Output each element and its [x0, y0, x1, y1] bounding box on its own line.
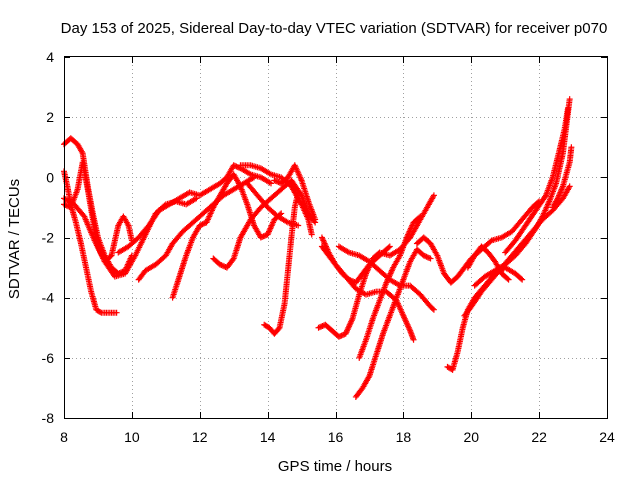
- data-point: [260, 233, 267, 240]
- series-arc-25: [549, 144, 575, 211]
- chart-title: Day 153 of 2025, Sidereal Day-to-day VTE…: [61, 20, 608, 37]
- data-point: [312, 216, 319, 223]
- y-tick-label: -6: [42, 350, 55, 366]
- x-tick-label: 18: [396, 429, 412, 445]
- data-point: [218, 262, 225, 269]
- data-point: [422, 253, 429, 260]
- data-point: [308, 231, 315, 238]
- data-point: [268, 180, 275, 187]
- data-point: [505, 276, 512, 283]
- data-point: [338, 332, 345, 339]
- data-point: [417, 213, 424, 220]
- data-point: [233, 163, 240, 170]
- data-point: [339, 331, 346, 338]
- data-point: [424, 254, 431, 261]
- x-tick-label: 14: [260, 429, 276, 445]
- series-arc-9: [237, 162, 315, 238]
- data-point: [385, 244, 392, 251]
- data-point: [259, 233, 266, 240]
- data-point: [275, 325, 282, 332]
- data-point: [564, 105, 571, 112]
- data-point: [504, 275, 511, 282]
- data-point: [337, 333, 344, 340]
- data-point: [566, 183, 573, 190]
- data-point: [196, 222, 203, 229]
- x-axis-label: GPS time / hours: [278, 458, 392, 475]
- series-arc-13: [318, 234, 393, 286]
- data-point: [261, 232, 268, 239]
- data-point: [318, 323, 325, 330]
- data-point: [97, 308, 104, 315]
- x-tick-label: 22: [531, 429, 547, 445]
- data-point: [427, 255, 434, 262]
- y-tick-label: 0: [46, 169, 54, 185]
- data-point: [257, 234, 264, 241]
- data-point: [271, 177, 278, 184]
- data-point: [315, 324, 322, 331]
- x-tick-label: 16: [328, 429, 344, 445]
- x-tick-label: 20: [463, 429, 479, 445]
- data-point: [199, 221, 206, 228]
- data-point: [232, 162, 239, 169]
- y-tick-label: -2: [42, 230, 55, 246]
- data-point: [410, 336, 417, 343]
- x-tick-label: 10: [124, 429, 140, 445]
- series-arc-24: [502, 105, 571, 256]
- data-point: [566, 96, 573, 103]
- series-arc-11: [271, 162, 319, 223]
- y-tick-label: 2: [46, 109, 54, 125]
- data-point: [386, 243, 393, 250]
- y-axis-label: SDTVAR / TECUs: [6, 179, 23, 299]
- data-point: [198, 221, 205, 228]
- data-point: [541, 193, 548, 200]
- data-point: [430, 306, 437, 313]
- data-point: [420, 252, 427, 259]
- x-tick-label: 24: [599, 429, 615, 445]
- data-point: [519, 276, 526, 283]
- series-arc-2: [61, 168, 120, 316]
- data-point: [200, 220, 207, 227]
- data-points: [61, 96, 575, 400]
- y-tick-label: 4: [46, 49, 54, 65]
- data-point: [518, 275, 525, 282]
- data-point: [335, 333, 342, 340]
- y-tick-label: -8: [42, 410, 55, 426]
- data-point: [274, 178, 281, 185]
- series-arc-12: [261, 189, 302, 337]
- series-arc-7: [169, 171, 285, 301]
- data-point: [272, 177, 279, 184]
- data-point: [316, 324, 323, 331]
- y-tick-label: -4: [42, 290, 55, 306]
- series-arc-18: [356, 213, 424, 361]
- data-point: [219, 262, 226, 269]
- x-tick-label: 12: [192, 429, 208, 445]
- series-arc-10: [244, 180, 302, 229]
- data-point: [62, 202, 69, 209]
- series-arc-23: [471, 96, 573, 289]
- data-point: [568, 144, 575, 151]
- data-point: [430, 192, 437, 199]
- data-point: [295, 222, 302, 229]
- data-point: [423, 253, 430, 260]
- series-arc-20: [444, 264, 526, 373]
- data-point: [416, 214, 423, 221]
- data-point: [217, 261, 224, 268]
- plot-frame: [64, 56, 608, 419]
- data-point: [113, 309, 120, 316]
- data-point: [426, 254, 433, 261]
- data-point: [230, 162, 237, 169]
- series-arc-17: [352, 246, 434, 400]
- data-point: [295, 189, 302, 196]
- data-point: [429, 305, 436, 312]
- data-point: [251, 174, 258, 181]
- x-tick-label: 8: [60, 429, 68, 445]
